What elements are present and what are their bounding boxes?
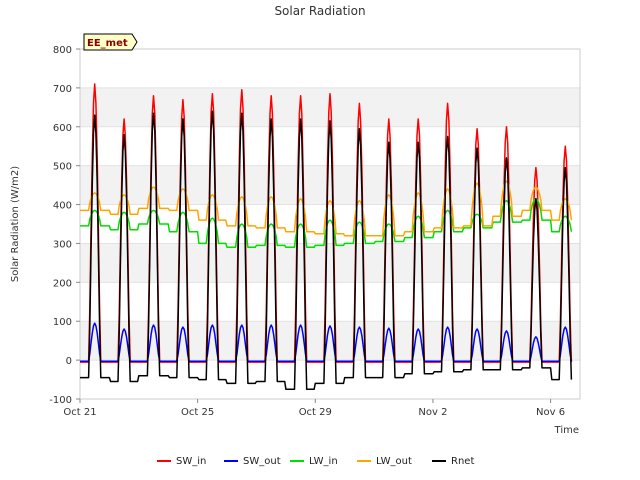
y-tick-label: 400	[53, 201, 72, 212]
legend-label: Rnet	[451, 456, 474, 467]
x-tick-label: Oct 21	[63, 407, 96, 418]
grid-band	[80, 243, 580, 283]
x-tick-label: Oct 29	[299, 407, 332, 418]
x-tick-label: Nov 2	[418, 407, 447, 418]
y-tick-label: 100	[53, 317, 72, 328]
y-tick-label: -100	[49, 395, 72, 406]
series-line-rnet	[80, 110, 573, 391]
y-tick-label: 500	[53, 162, 72, 173]
chart-title: Solar Radiation	[274, 4, 365, 18]
x-axis-title: Time	[554, 425, 579, 436]
y-axis-ticks: -100 0 100 200 300 400 500 600 700 800	[49, 45, 80, 406]
grid-band	[80, 165, 580, 205]
legend-label: LW_out	[376, 456, 412, 467]
legend: SW_in SW_out LW_in LW_out Rnet	[157, 456, 474, 467]
y-tick-label: 0	[66, 356, 72, 367]
y-tick-label: 300	[53, 239, 72, 250]
legend-label: SW_out	[243, 456, 281, 467]
x-tick-label: Nov 6	[536, 407, 565, 418]
x-tick-label: Oct 25	[181, 407, 214, 418]
y-axis-title: Solar Radiation (W/m2)	[10, 166, 21, 282]
badge-shape	[83, 33, 138, 51]
y-tick-label: 200	[53, 278, 72, 289]
series-line-sw-out	[80, 322, 573, 363]
legend-label: SW_in	[176, 456, 206, 467]
x-axis-ticks: Oct 21 Oct 25 Oct 29 Nov 2 Nov 6	[63, 399, 565, 418]
y-tick-label: 700	[53, 84, 72, 95]
grid-band	[80, 321, 580, 361]
badge-label: EE_met	[87, 38, 128, 49]
station-badge: EE_met	[83, 33, 138, 51]
plot-area	[79, 48, 581, 400]
legend-label: LW_in	[309, 456, 338, 467]
y-tick-label: 800	[53, 45, 72, 56]
series-line-lw-in	[80, 197, 573, 249]
series-line-lw-out	[80, 180, 573, 237]
y-tick-label: 600	[53, 123, 72, 134]
series-layer	[80, 83, 573, 391]
